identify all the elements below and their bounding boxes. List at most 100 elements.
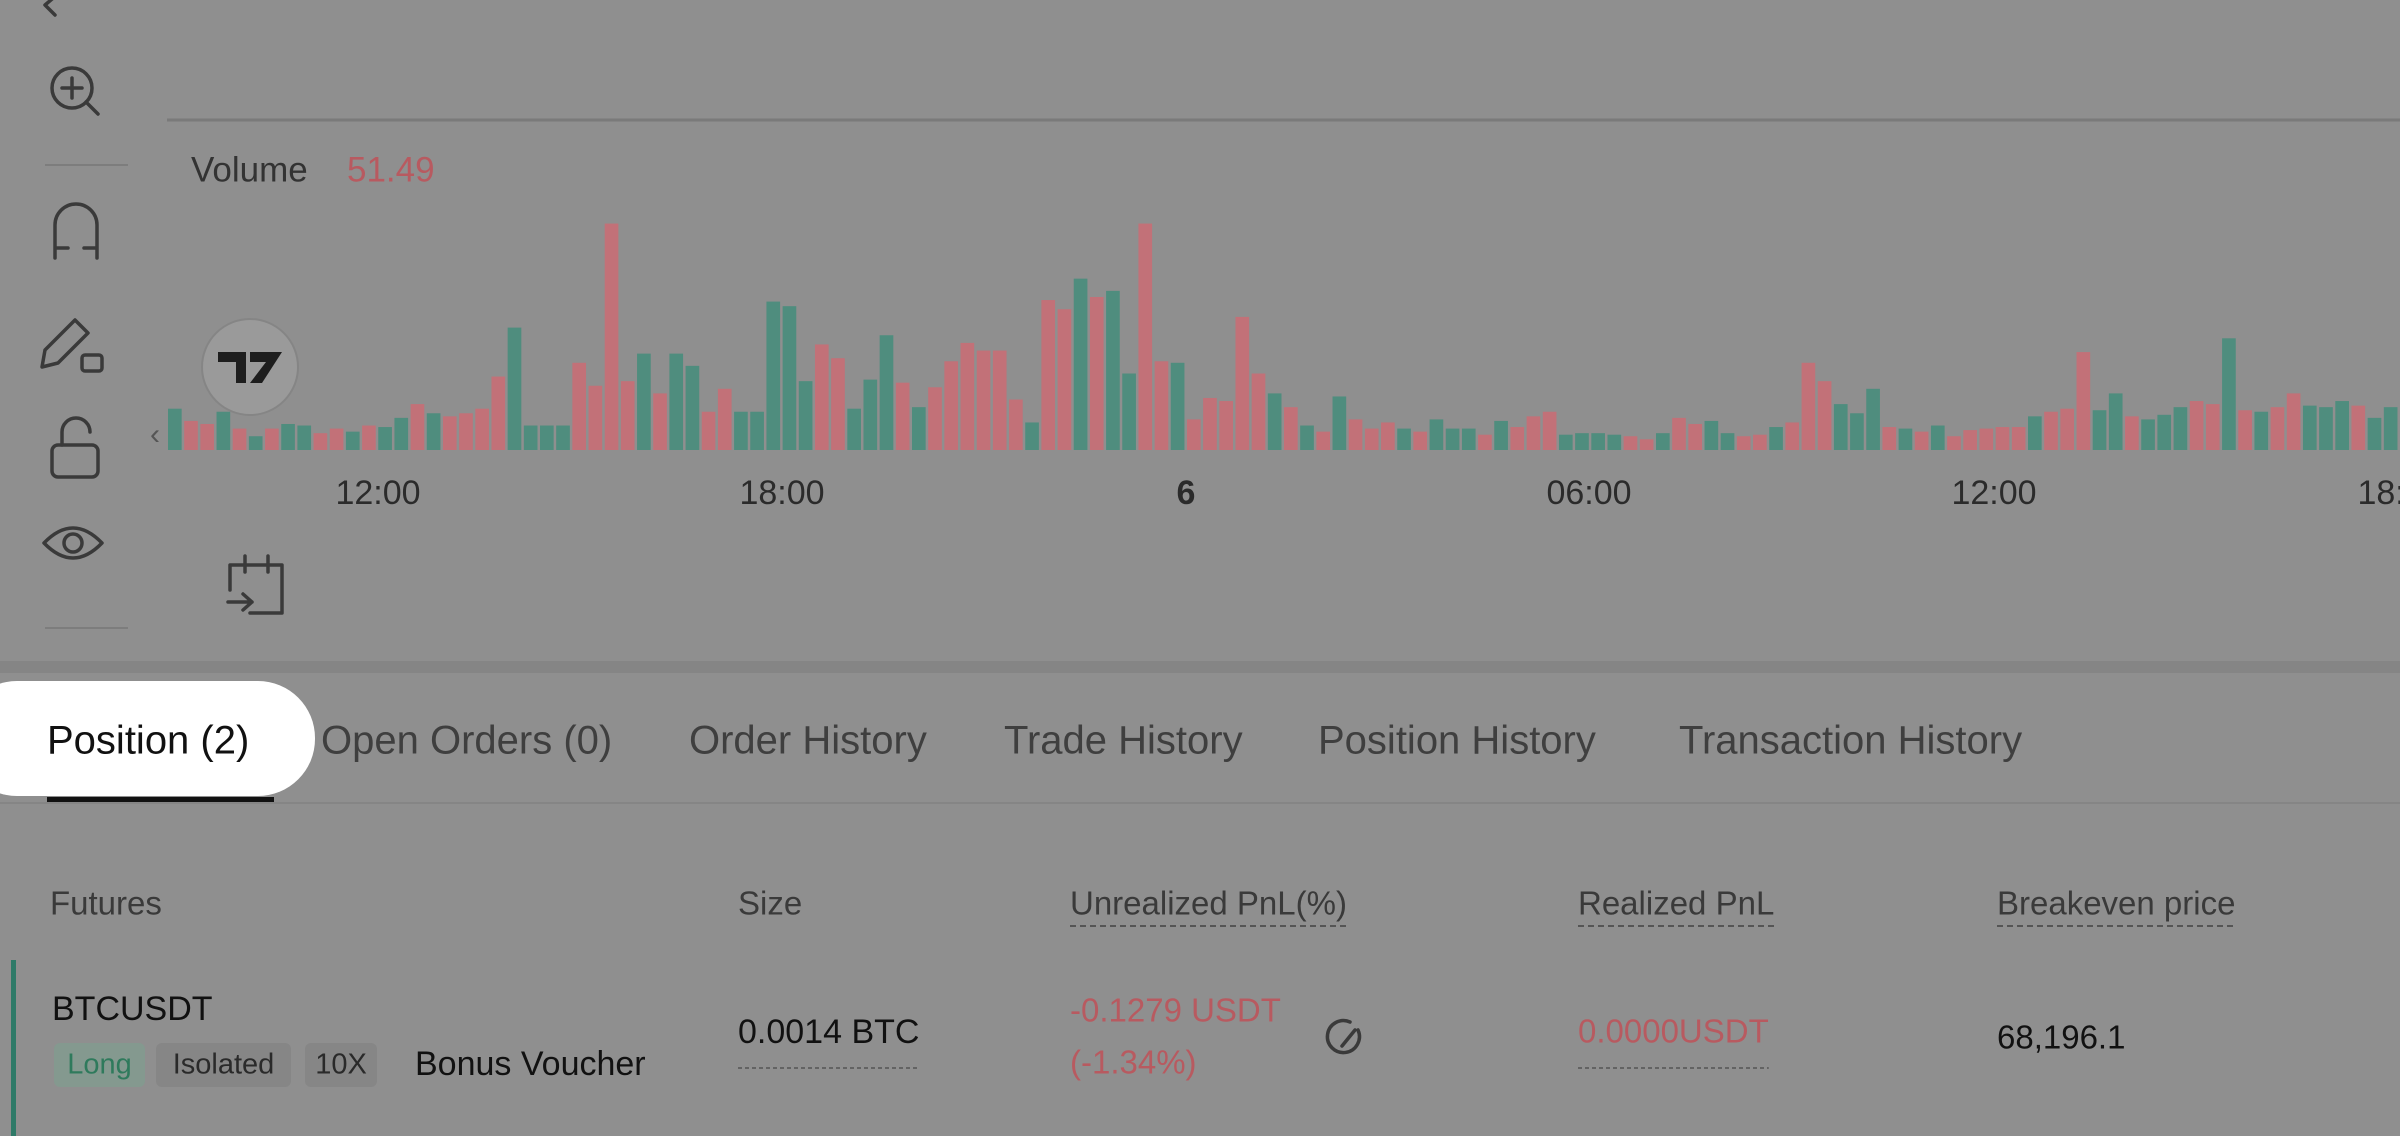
share-icon[interactable] (1325, 1018, 1362, 1055)
volume-bar (1575, 433, 1589, 450)
volume-bar (556, 425, 570, 450)
volume-bar (1656, 433, 1670, 450)
tab[interactable]: Open Orders (0) (321, 719, 612, 763)
volume-bar (345, 431, 360, 450)
lock-icon[interactable] (50, 443, 100, 479)
volume-bar (1009, 399, 1023, 450)
volume-bar (2092, 410, 2107, 450)
zoom-icon[interactable] (50, 66, 94, 110)
collapse-arrow[interactable]: ‹ (150, 418, 160, 451)
tag-bg (156, 1043, 291, 1087)
ruler-icon[interactable] (43, 0, 65, 17)
volume-bar (653, 393, 667, 450)
tab[interactable]: Position History (1318, 719, 1596, 763)
magnet-icon[interactable] (53, 202, 99, 260)
volume-bar (1397, 428, 1411, 450)
volume-bar (1607, 434, 1622, 450)
volume-bar (976, 350, 991, 450)
volume-bar (1251, 373, 1266, 450)
time-label: 18:00 (739, 474, 824, 512)
volume-bar (491, 376, 506, 450)
time-label: 06:00 (1546, 474, 1631, 512)
volume-bar (895, 382, 910, 450)
volume-bar (540, 425, 554, 450)
volume-bar (1704, 420, 1719, 450)
volume-bar (912, 407, 926, 450)
volume-bar (1898, 428, 1913, 450)
volume-bar (831, 358, 845, 450)
volume-bar (2286, 393, 2301, 450)
volume-bar (1866, 388, 1880, 450)
tab[interactable]: Trade History (1004, 719, 1243, 763)
volume-bar (168, 408, 182, 450)
volume-bar (620, 381, 635, 450)
volume-bar (2044, 411, 2058, 450)
volume-bar (1817, 381, 1832, 450)
symbol[interactable]: BTCUSDT (52, 990, 213, 1028)
volume-bar (1106, 290, 1120, 450)
volume-bar (523, 425, 538, 450)
volume-value: 51.49 (347, 150, 435, 189)
volume-bar (2189, 401, 2204, 450)
volume-bar (2351, 405, 2366, 450)
long-indicator (11, 960, 16, 1136)
volume-bar (1284, 407, 1298, 450)
lock-shackle (60, 416, 92, 447)
size: 0.0014 BTC (738, 1013, 919, 1051)
tab[interactable]: Order History (689, 719, 927, 763)
volume-bar (1122, 373, 1136, 450)
volume-bar (2302, 405, 2317, 450)
unrealized-pnl: -0.1279 USDT (1070, 992, 1281, 1029)
volume-bar (1672, 417, 1686, 450)
volume-bar (265, 428, 279, 450)
volume-bar (1413, 431, 1428, 450)
volume-bar (2060, 408, 2075, 450)
volume-bar (863, 379, 878, 450)
eye-pupil (62, 532, 84, 554)
volume-bar (184, 420, 198, 450)
goto-date-icon[interactable] (226, 554, 284, 615)
volume-bar (1510, 427, 1525, 450)
volume-bar (2125, 416, 2139, 450)
column-header: Size (738, 885, 802, 922)
tabs: Position (2) Open Orders (0) Order History… (47, 719, 2022, 763)
tab[interactable]: Position (2) (47, 719, 249, 763)
volume-bar (750, 411, 764, 450)
volume-bar (944, 361, 959, 450)
time-axis: 12:00 18:00 6 06:00 12:00 18:00 (335, 474, 2400, 512)
volume-bar (2108, 393, 2123, 450)
time-label: 12:00 (335, 474, 420, 512)
volume-bar (1138, 223, 1153, 450)
zoom-icon-detail (60, 76, 100, 116)
volume-bar (507, 327, 522, 450)
volume-bar (1979, 428, 1994, 450)
column-header: Realized PnL (1578, 885, 1774, 922)
bonus: Bonus Voucher (415, 1045, 646, 1083)
panel-divider (0, 661, 2400, 673)
volume-bar (847, 408, 861, 450)
volume-bar (232, 428, 247, 450)
time-label: 6 (1177, 474, 1196, 512)
volume-bar (1720, 433, 1735, 450)
volume-bar (1073, 278, 1088, 450)
volume-bar (1203, 397, 1217, 450)
tab[interactable]: Transaction History (1679, 719, 2022, 763)
realized-pnl: 0.0000USDT (1578, 1013, 1769, 1050)
volume-bar (329, 428, 344, 450)
volume-bar (2028, 416, 2042, 450)
volume-bar (313, 433, 328, 450)
eye-icon[interactable] (42, 526, 104, 560)
volume-bar (1623, 436, 1638, 450)
volume-bar (1186, 419, 1201, 450)
volume-bar (281, 423, 295, 450)
tv-logo[interactable] (201, 318, 299, 416)
volume-bar (2141, 419, 2155, 450)
volume-bar (734, 411, 748, 450)
volume-bar (1332, 396, 1347, 450)
volume-bar (1947, 436, 1961, 450)
volume-bar (1494, 420, 1508, 450)
draw-lock-icon[interactable] (40, 318, 90, 369)
volume-bar (717, 388, 732, 450)
positions-table: Futures Size Unrealized PnL(%) Realized PnL… (50, 885, 2236, 1087)
